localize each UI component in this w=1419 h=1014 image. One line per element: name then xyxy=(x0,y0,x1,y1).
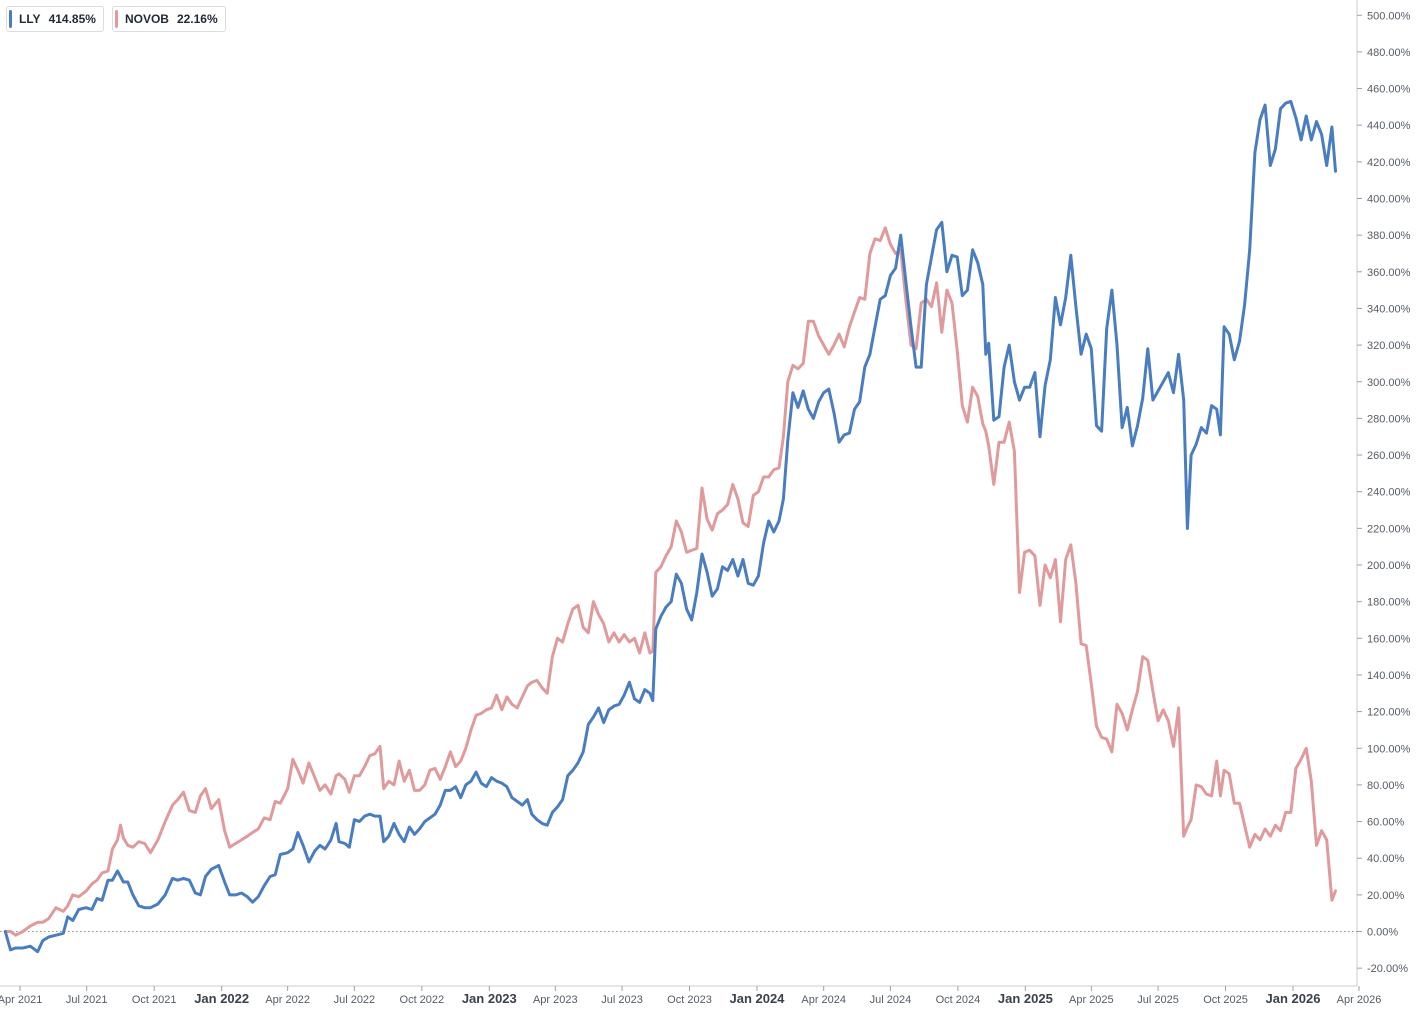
x-tick-label: Jul 2023 xyxy=(601,994,643,1006)
y-tick-label: 180.00% xyxy=(1367,597,1411,609)
y-tick-label: 440.00% xyxy=(1367,120,1411,132)
x-tick-label: Jan 2023 xyxy=(462,991,517,1006)
x-tick-label: Jul 2025 xyxy=(1137,994,1179,1006)
legend-name: NOVOB xyxy=(124,12,169,26)
x-tick-label: Jan 2025 xyxy=(998,991,1053,1006)
x-tick-label: Jan 2022 xyxy=(194,991,249,1006)
x-tick-label: Jan 2024 xyxy=(729,991,785,1006)
y-tick-label: -20.00% xyxy=(1367,963,1408,975)
legend-swatch-lly xyxy=(9,10,12,28)
y-tick-label: 200.00% xyxy=(1367,560,1411,572)
y-tick-label: 320.00% xyxy=(1367,340,1411,352)
y-tick-label: 80.00% xyxy=(1367,780,1405,792)
y-tick-label: 0.00% xyxy=(1367,927,1398,939)
x-tick-label: Apr 2024 xyxy=(801,994,846,1006)
y-tick-label: 100.00% xyxy=(1367,743,1411,755)
y-tick-label: 60.00% xyxy=(1367,817,1405,829)
y-tick-label: 240.00% xyxy=(1367,487,1411,499)
y-tick-label: 480.00% xyxy=(1367,47,1411,59)
x-tick-label: Jul 2024 xyxy=(870,994,912,1006)
x-tick-label: Jan 2026 xyxy=(1266,991,1321,1006)
y-tick-label: 300.00% xyxy=(1367,377,1411,389)
x-tick-label: Apr 2023 xyxy=(533,994,578,1006)
y-tick-label: 20.00% xyxy=(1367,890,1405,902)
legend-value: 414.85% xyxy=(48,12,96,26)
y-tick-label: 460.00% xyxy=(1367,84,1411,96)
y-tick-label: 400.00% xyxy=(1367,194,1411,206)
x-tick-label: Jul 2022 xyxy=(334,994,376,1006)
y-tick-label: 420.00% xyxy=(1367,157,1411,169)
x-tick-label: Oct 2021 xyxy=(132,994,177,1006)
y-tick-label: 280.00% xyxy=(1367,413,1411,425)
x-tick-label: Oct 2025 xyxy=(1203,994,1248,1006)
series-line-novob xyxy=(3,226,1337,937)
legend-item-lly[interactable]: LLY 414.85% xyxy=(6,6,104,32)
x-tick-label: Apr 2021 xyxy=(0,994,42,1006)
y-tick-label: 160.00% xyxy=(1367,633,1411,645)
legend-item-novob[interactable]: NOVOB 22.16% xyxy=(111,6,226,32)
y-tick-label: 220.00% xyxy=(1367,523,1411,535)
y-tick-label: 40.00% xyxy=(1367,853,1405,865)
y-tick-label: 260.00% xyxy=(1367,450,1411,462)
y-tick-label: 120.00% xyxy=(1367,707,1411,719)
legend-name: LLY xyxy=(19,12,41,26)
y-tick-label: 360.00% xyxy=(1367,267,1411,279)
x-tick-label: Oct 2022 xyxy=(400,994,445,1006)
y-tick-label: 380.00% xyxy=(1367,230,1411,242)
x-tick-label: Apr 2026 xyxy=(1337,994,1382,1006)
series-line-lly xyxy=(3,99,1337,954)
x-tick-label: Apr 2022 xyxy=(265,994,310,1006)
x-tick-label: Apr 2025 xyxy=(1069,994,1114,1006)
x-tick-label: Jul 2021 xyxy=(66,994,108,1006)
legend-value: 22.16% xyxy=(176,12,218,26)
x-tick-label: Oct 2024 xyxy=(936,994,981,1006)
y-tick-label: 500.00% xyxy=(1367,10,1411,22)
legend: LLY 414.85% NOVOB 22.16% xyxy=(6,6,226,32)
y-tick-label: 340.00% xyxy=(1367,303,1411,315)
y-tick-label: 140.00% xyxy=(1367,670,1411,682)
x-tick-label: Oct 2023 xyxy=(667,994,712,1006)
legend-swatch-novob xyxy=(114,10,118,28)
